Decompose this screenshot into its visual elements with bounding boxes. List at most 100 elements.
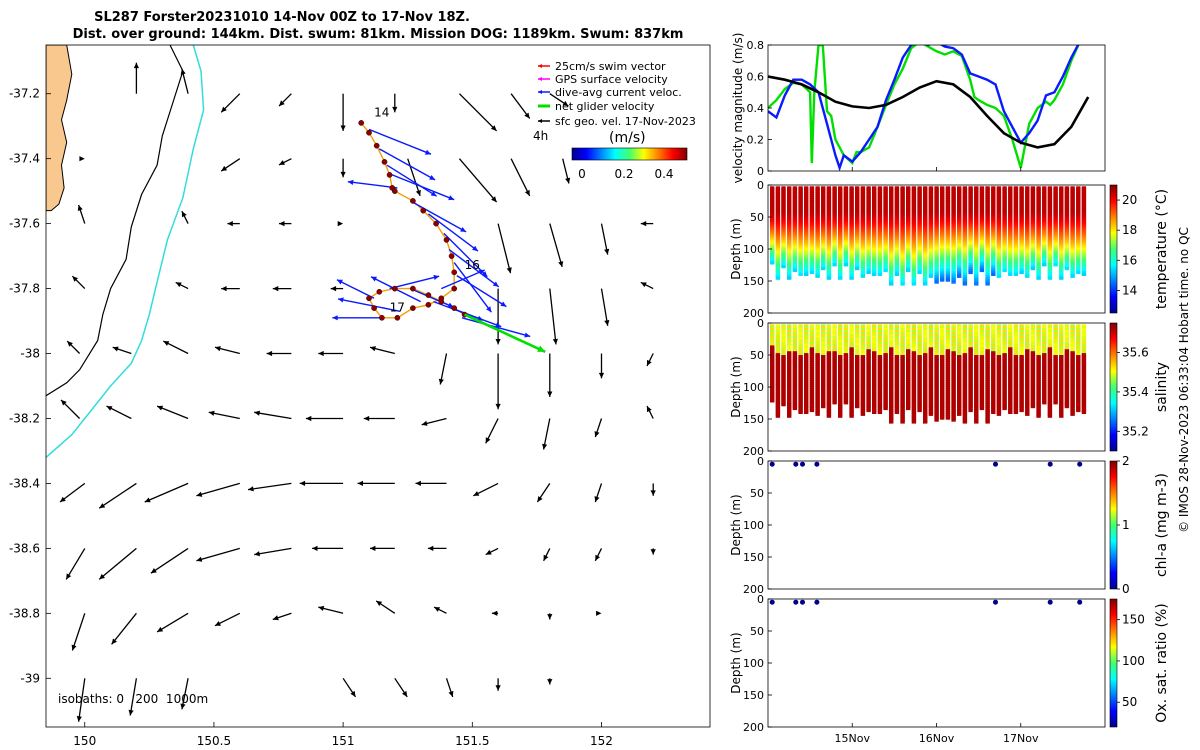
velocity-ylabel: velocity magnitude (m/s) [731, 33, 745, 184]
surface-vector [266, 350, 292, 357]
section-point [1081, 215, 1087, 219]
section-point [883, 247, 888, 251]
section-point [1025, 203, 1030, 207]
track-dot [410, 285, 416, 292]
section-point [979, 245, 985, 250]
section-point [889, 414, 894, 418]
section-point [826, 251, 832, 255]
section-point [974, 242, 979, 246]
section-point [1064, 201, 1070, 205]
section-point [866, 395, 871, 399]
section-point [860, 266, 866, 271]
section-point [1081, 242, 1087, 246]
section-point [934, 270, 939, 275]
section-point [826, 362, 832, 366]
section-point [1008, 270, 1013, 275]
section-point [787, 351, 792, 355]
section-point [1008, 251, 1013, 255]
section-point [855, 360, 860, 365]
section-point [804, 253, 809, 257]
section-point [809, 353, 815, 357]
section-point [940, 247, 945, 251]
section-point [906, 399, 911, 403]
section-point [1064, 190, 1070, 194]
section-point [889, 199, 894, 203]
surface-vector [375, 600, 396, 614]
section-point [906, 385, 911, 389]
section-point [945, 222, 951, 227]
section-point [860, 192, 866, 196]
current-vector-head [332, 315, 338, 321]
section-point [974, 391, 979, 395]
section-point [911, 211, 917, 215]
section-point [894, 190, 900, 194]
track-dot [371, 305, 377, 311]
section-point [849, 259, 854, 263]
section-point [775, 197, 781, 202]
section-point [1025, 222, 1030, 227]
section-point [815, 213, 820, 217]
section-point [996, 374, 1002, 378]
current-vector [332, 315, 382, 321]
section-point [917, 356, 922, 361]
section-point [849, 201, 854, 205]
section-point [872, 218, 877, 223]
section-point [787, 272, 792, 276]
section-point [945, 333, 951, 338]
section-point [974, 385, 979, 389]
section-point [979, 209, 985, 213]
section-point [860, 245, 866, 250]
section-point [928, 263, 934, 267]
section-point [894, 247, 900, 251]
section-point [957, 378, 962, 382]
section-point [866, 251, 871, 255]
section-point [872, 190, 877, 194]
section-point [787, 362, 792, 366]
section-point [838, 222, 843, 227]
section-point [945, 380, 951, 384]
section-point [985, 197, 990, 202]
section-point [798, 272, 803, 276]
section-point [781, 220, 786, 225]
section-point [804, 263, 809, 267]
section-point [979, 207, 985, 211]
section-point [889, 337, 894, 341]
section-point [883, 366, 888, 370]
section-point [826, 403, 832, 407]
section-point [770, 399, 775, 403]
section-point [894, 385, 900, 389]
section-point [832, 343, 837, 347]
section-point [849, 393, 854, 397]
section-point [1070, 226, 1075, 230]
section-point [894, 213, 900, 217]
section-point [951, 414, 956, 418]
section-point [979, 387, 985, 391]
section-point [940, 401, 945, 405]
section-point [1030, 243, 1036, 248]
section-point [781, 374, 786, 378]
section-point [798, 376, 803, 380]
section-point [781, 358, 786, 363]
section-point [1064, 251, 1070, 255]
section-point [934, 272, 939, 276]
section-point [979, 195, 985, 200]
section-point [974, 263, 979, 267]
section-point [1036, 222, 1041, 227]
section-point [809, 238, 815, 242]
section-point [787, 380, 792, 384]
section-point [770, 186, 775, 190]
section-point [1008, 195, 1013, 200]
section-point [838, 195, 843, 200]
section-point [923, 372, 928, 376]
section-point [1008, 230, 1013, 234]
section-point [945, 272, 951, 276]
section-point [911, 376, 917, 380]
section-point [877, 362, 883, 366]
section-point [985, 215, 990, 219]
section-point [894, 270, 900, 275]
section-point [940, 278, 945, 282]
section-point [1070, 261, 1075, 265]
section-point [883, 332, 888, 336]
section-point [1036, 232, 1041, 236]
section-point [838, 358, 843, 363]
